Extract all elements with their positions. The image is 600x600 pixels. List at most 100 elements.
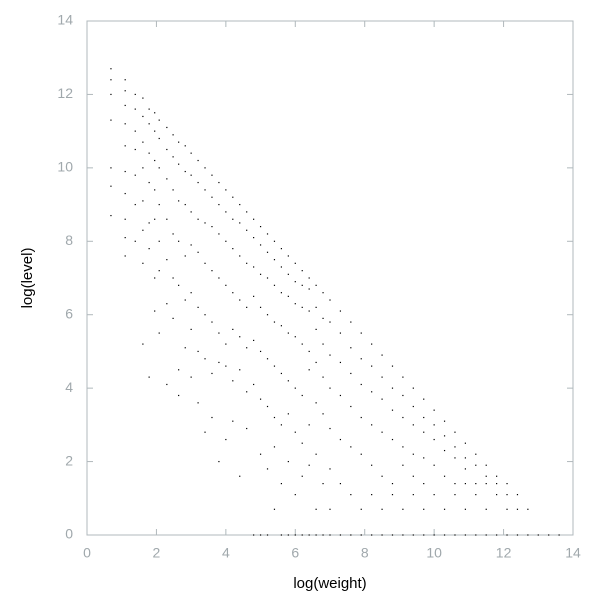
point — [308, 350, 310, 353]
point — [371, 424, 373, 426]
point — [154, 189, 156, 191]
point — [329, 508, 331, 510]
point — [259, 226, 262, 228]
point — [225, 211, 227, 213]
point — [350, 494, 352, 496]
point — [485, 475, 487, 477]
point — [315, 508, 317, 510]
point — [287, 273, 289, 275]
point — [124, 90, 126, 92]
point — [253, 383, 255, 386]
point — [315, 361, 317, 364]
point — [360, 508, 362, 510]
point — [178, 240, 180, 242]
point — [506, 483, 508, 485]
point — [154, 218, 156, 220]
point — [253, 534, 255, 536]
point — [391, 365, 394, 367]
point — [464, 483, 466, 485]
point — [232, 328, 234, 330]
point — [280, 372, 282, 375]
point — [433, 534, 435, 536]
point — [246, 229, 248, 231]
point — [154, 310, 156, 312]
point — [218, 361, 220, 364]
y-tick-label: 10 — [57, 159, 73, 175]
point — [124, 79, 126, 81]
point — [381, 398, 383, 400]
point — [308, 310, 310, 312]
point — [148, 152, 150, 154]
point — [110, 119, 112, 121]
point — [423, 416, 425, 419]
point — [454, 483, 456, 485]
point — [280, 266, 282, 268]
point — [280, 325, 282, 327]
point — [381, 354, 383, 356]
point — [204, 358, 206, 360]
point — [464, 442, 466, 444]
point — [124, 237, 126, 239]
point — [259, 350, 262, 353]
point — [172, 134, 174, 136]
point — [527, 508, 529, 510]
point — [294, 494, 296, 496]
point — [423, 508, 425, 510]
point — [259, 534, 262, 536]
point — [142, 141, 144, 143]
point — [391, 483, 394, 485]
point — [475, 494, 477, 496]
point — [142, 167, 144, 169]
point — [218, 233, 220, 235]
point — [211, 226, 213, 228]
point — [110, 93, 112, 96]
point — [124, 104, 126, 107]
point — [239, 475, 241, 477]
point — [218, 277, 220, 279]
point — [322, 317, 324, 319]
point — [454, 457, 456, 459]
point — [239, 255, 241, 257]
point — [190, 376, 192, 378]
point — [329, 534, 331, 536]
point — [454, 534, 456, 536]
point — [287, 534, 289, 536]
point — [134, 240, 136, 242]
point — [339, 534, 342, 536]
point — [142, 200, 144, 202]
point — [301, 270, 303, 272]
point — [134, 130, 136, 132]
point — [423, 483, 425, 485]
point — [391, 409, 394, 411]
point — [178, 200, 180, 202]
point — [485, 464, 487, 466]
point — [178, 163, 180, 165]
point — [246, 262, 248, 264]
point — [454, 494, 456, 496]
point — [246, 347, 248, 349]
point — [197, 181, 199, 184]
point — [172, 317, 174, 319]
point — [329, 427, 331, 430]
point — [166, 126, 168, 129]
point — [454, 446, 456, 448]
x-tick-label: 4 — [222, 545, 230, 561]
point — [148, 248, 150, 250]
point — [232, 380, 234, 382]
point — [371, 343, 373, 345]
point — [301, 475, 303, 477]
point — [371, 365, 373, 367]
point — [516, 534, 519, 536]
point — [158, 119, 160, 121]
point — [443, 475, 446, 477]
point — [308, 288, 310, 290]
point — [266, 405, 269, 408]
point — [475, 464, 477, 466]
point — [475, 534, 477, 536]
y-tick-label: 4 — [65, 379, 73, 395]
point — [301, 534, 303, 536]
point — [266, 534, 269, 536]
point — [148, 108, 150, 110]
x-tick-label: 14 — [565, 545, 581, 561]
y-tick-label: 14 — [57, 12, 73, 28]
